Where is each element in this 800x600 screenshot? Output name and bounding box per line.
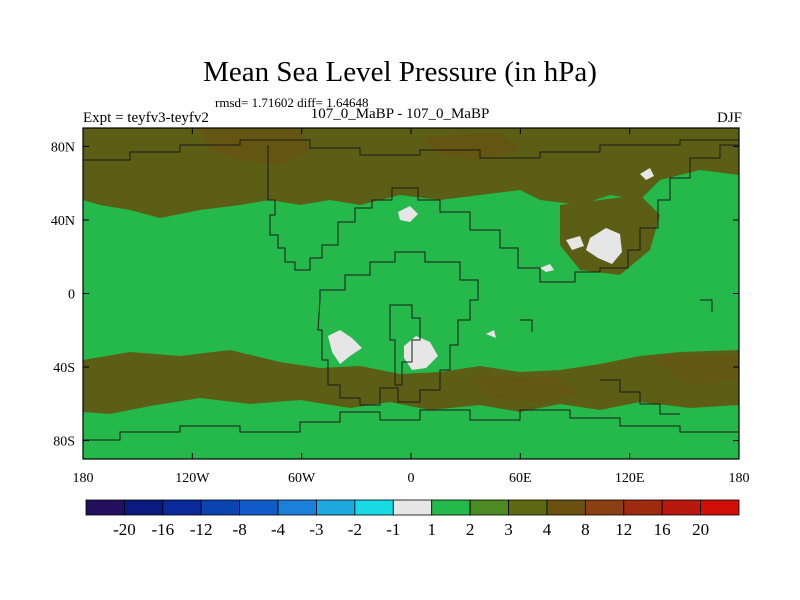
field-southern-band [83, 350, 739, 414]
colorbar-label: -8 [233, 520, 247, 539]
coastlines [83, 139, 739, 441]
colorbar-label: 16 [654, 520, 671, 539]
axis-ticks: 180 120W 60W 0 60E 120E 180 80N 40N 0 40S 80S [51, 128, 750, 486]
coast-east-islands [520, 299, 713, 415]
x-tick-label: 120E [615, 471, 645, 486]
x-tick-label: 180 [729, 471, 750, 486]
colorbar-label: 12 [615, 520, 632, 539]
experiment-label: Expt = teyfv3-teyfv2 [83, 110, 209, 126]
y-tick-label: 40S [53, 361, 75, 376]
map-field [83, 128, 739, 459]
colorbar-label: -20 [113, 520, 136, 539]
coast-inner-sea [389, 304, 421, 386]
field-southern-core [470, 355, 739, 402]
colorbar-box [162, 499, 202, 516]
patch-europe [398, 206, 418, 222]
x-tick-label: 0 [408, 471, 415, 486]
patch-samerica [328, 330, 362, 364]
colorbar-box [239, 499, 279, 516]
colorbar-box [469, 499, 509, 516]
patch-asia-2 [566, 236, 584, 250]
colorbar-box [623, 499, 663, 516]
x-tick-label: 60W [288, 471, 316, 486]
colorbar-label: -4 [271, 520, 286, 539]
colorbar-label: -1 [386, 520, 400, 539]
y-tick-label: 0 [68, 288, 75, 303]
colorbar-label: -16 [151, 520, 174, 539]
colorbar-label: -2 [348, 520, 362, 539]
x-tick-label: 60E [509, 471, 532, 486]
x-tick-label: 120W [175, 471, 210, 486]
colorbar-label: -3 [309, 520, 323, 539]
colorbar-box [700, 499, 740, 516]
colorbar-box [584, 499, 625, 516]
x-tick-label: 180 [73, 471, 94, 486]
colorbar-label: -12 [190, 520, 213, 539]
colorbar-label: 2 [466, 520, 475, 539]
colorbar-label: 4 [543, 520, 552, 539]
patch-asia [586, 228, 622, 264]
colorbar-box [85, 499, 125, 516]
period-label: 107_0_MaBP - 107_0_MaBP [310, 106, 490, 122]
colorbar-box [354, 499, 394, 516]
coast-gondwana [317, 251, 479, 406]
y-tick-label: 40N [51, 214, 75, 229]
colorbar-box [546, 499, 586, 516]
colorbar-box [431, 499, 471, 516]
colorbar-box [316, 499, 356, 516]
coast-laurasia [267, 144, 739, 283]
y-tick-label: 80S [53, 435, 75, 450]
colorbar-label: 1 [427, 520, 436, 539]
colorbar-box [124, 499, 164, 516]
chart-title: Mean Sea Level Pressure (in hPa) [203, 56, 597, 88]
colorbar: -20 -16 -12 -8 -4 -3 -2 -1 1 2 3 4 8 12 16 20 [85, 499, 740, 539]
season-label: DJF [716, 110, 742, 126]
colorbar-box [392, 499, 433, 516]
colorbar-box [200, 499, 241, 516]
stats-label: rmsd= 1.71602 diff= 1.64648 [215, 95, 369, 110]
colorbar-label: 20 [692, 520, 709, 539]
field-arctic-core [200, 128, 520, 165]
colorbar-label: 8 [581, 520, 590, 539]
coast-antarctica [83, 409, 739, 441]
colorbar-box [277, 499, 317, 516]
colorbar-box [661, 499, 701, 516]
y-tick-label: 80N [51, 140, 75, 155]
colorbar-label: 3 [504, 520, 513, 539]
patch-small-3 [640, 168, 654, 180]
coast-north-arc [83, 139, 739, 161]
patch-small-2 [486, 330, 496, 338]
colorbar-box [508, 499, 548, 516]
patch-small-1 [540, 264, 554, 272]
